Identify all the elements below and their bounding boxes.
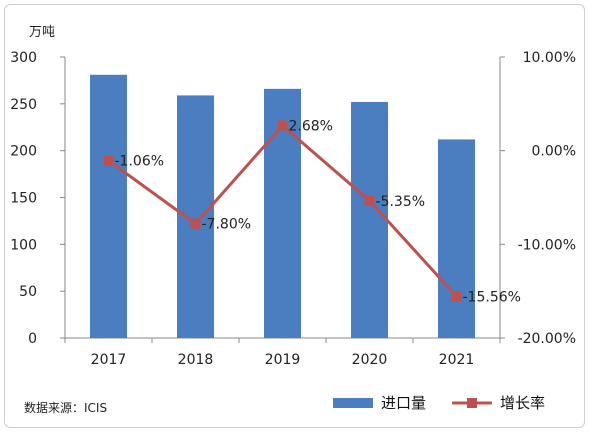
legend-label-bar: 进口量 bbox=[381, 394, 426, 412]
x-tick-label: 2019 bbox=[265, 352, 301, 368]
x-tick-label: 2017 bbox=[91, 352, 127, 368]
growth-data-label: 2.68% bbox=[289, 119, 333, 135]
axes-group: 0 50 100 150 200 250 300 万吨 10.00% 0.00% -10.00% -2… bbox=[10, 25, 576, 368]
legend-swatch-marker bbox=[467, 398, 477, 408]
growth-data-label: -7.80% bbox=[202, 217, 252, 233]
bar-2020 bbox=[351, 101, 388, 339]
data-source: 数据来源：ICIS bbox=[24, 400, 107, 415]
growth-data-label: -1.06% bbox=[115, 154, 165, 170]
left-tick-label: 300 bbox=[10, 50, 37, 66]
growth-data-label: -5.35% bbox=[376, 194, 426, 210]
left-axis-unit: 万吨 bbox=[29, 25, 55, 40]
bar-2021 bbox=[438, 139, 475, 338]
growth-point-2019 bbox=[277, 120, 288, 131]
growth-point-2021 bbox=[451, 291, 462, 302]
left-tick-label: 0 bbox=[28, 331, 37, 347]
x-tick-label: 2021 bbox=[439, 352, 475, 368]
bars-group bbox=[90, 74, 475, 339]
legend: 进口量 增长率 数据来源：ICIS bbox=[24, 394, 545, 415]
bar-2018 bbox=[177, 95, 214, 338]
x-tick-label: 2020 bbox=[352, 352, 388, 368]
left-tick-label: 200 bbox=[10, 144, 37, 160]
legend-label-line: 增长率 bbox=[500, 394, 545, 412]
growth-point-2020 bbox=[364, 195, 375, 206]
line-group bbox=[103, 120, 462, 302]
x-tick-label: 2018 bbox=[178, 352, 214, 368]
right-tick-label: 10.00% bbox=[523, 50, 576, 66]
growth-point-2017 bbox=[103, 155, 114, 166]
growth-point-2018 bbox=[190, 218, 201, 229]
growth-data-label: -15.56% bbox=[463, 289, 521, 305]
left-tick-label: 250 bbox=[10, 97, 37, 113]
labels-group: -1.06% -7.80% 2.68% -5.35% -15.56% bbox=[115, 119, 521, 306]
left-tick-label: 150 bbox=[10, 191, 37, 207]
left-tick-label: 100 bbox=[10, 237, 37, 253]
right-tick-label: -10.00% bbox=[518, 237, 576, 253]
legend-swatch-bar bbox=[333, 398, 373, 408]
bar-2017 bbox=[90, 74, 127, 339]
right-tick-label: -20.00% bbox=[518, 331, 576, 347]
left-tick-label: 50 bbox=[19, 284, 37, 300]
right-tick-label: 0.00% bbox=[532, 144, 576, 160]
